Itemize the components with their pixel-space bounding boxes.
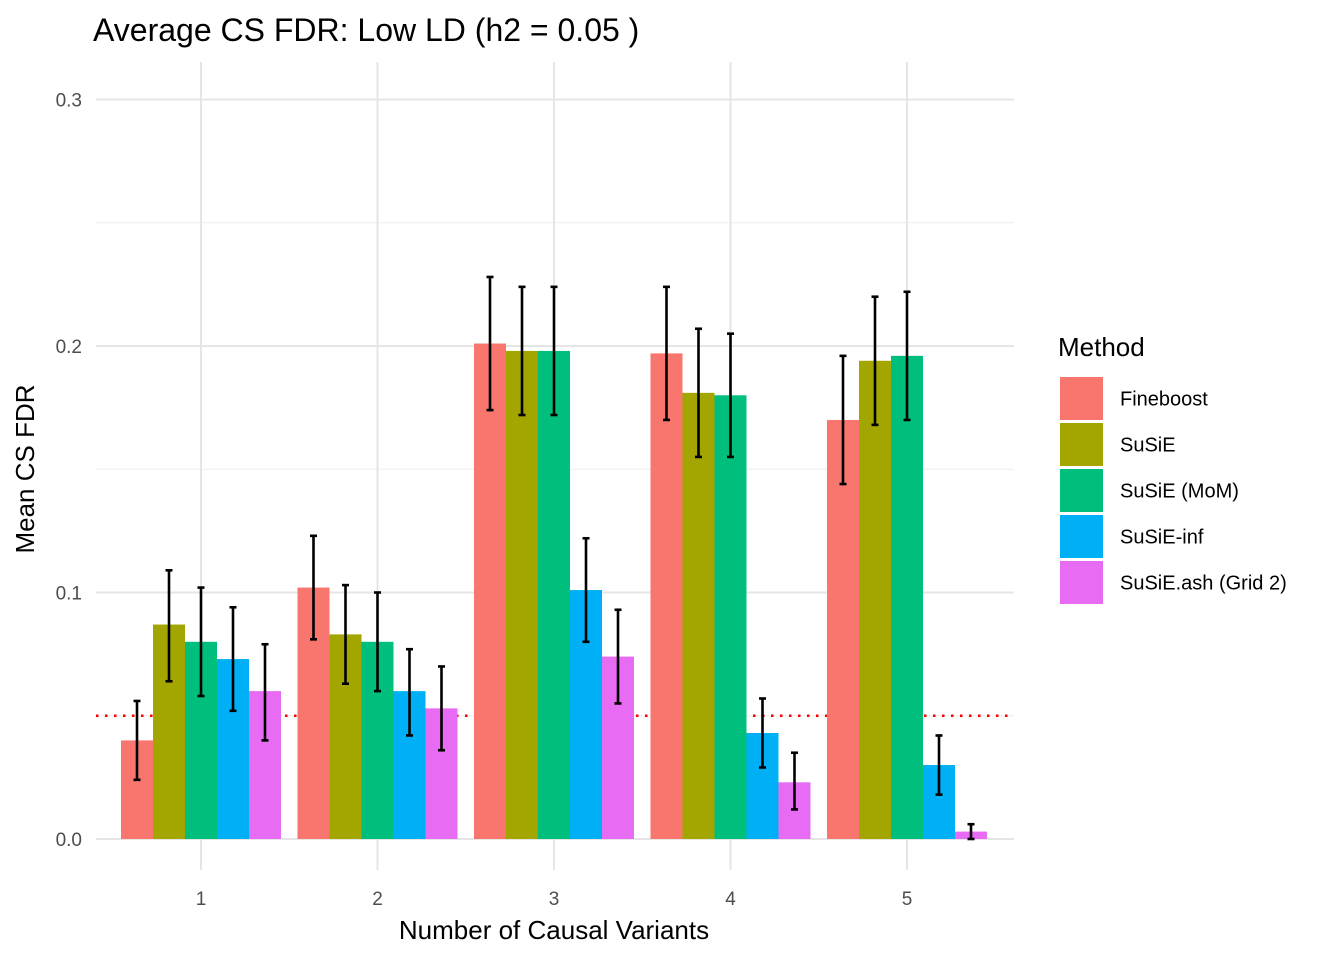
chart-title: Average CS FDR: Low LD (h2 = 0.05 ) bbox=[93, 12, 639, 48]
error-bar bbox=[438, 665, 445, 752]
error-bar bbox=[197, 586, 205, 698]
bar-susie-5 bbox=[859, 360, 891, 839]
error-bar bbox=[967, 822, 975, 841]
y-tick-label: 0.2 bbox=[56, 337, 82, 358]
bar-fineboost-5 bbox=[827, 419, 859, 839]
error-bar bbox=[582, 536, 590, 644]
x-tick-label: 1 bbox=[196, 889, 207, 910]
bar-susie-mom--3 bbox=[538, 350, 570, 839]
legend-key bbox=[1060, 561, 1103, 604]
error-bar bbox=[935, 734, 943, 796]
x-axis-title: Number of Causal Variants bbox=[399, 915, 709, 945]
error-bar bbox=[663, 285, 670, 422]
x-tick-label: 3 bbox=[549, 889, 560, 910]
error-bar bbox=[486, 275, 494, 412]
bars bbox=[121, 343, 987, 839]
x-tick-label: 4 bbox=[725, 889, 736, 910]
y-axis-ticks: 0.0 0.1 0.2 0.3 bbox=[56, 91, 82, 852]
error-bar bbox=[903, 290, 911, 422]
error-bar bbox=[261, 642, 269, 742]
bar-fineboost-4 bbox=[650, 353, 683, 839]
error-bars bbox=[133, 275, 975, 841]
legend-label: SuSiE bbox=[1120, 435, 1176, 457]
error-bar bbox=[518, 285, 526, 417]
y-tick-label: 0.0 bbox=[56, 830, 82, 851]
error-bar bbox=[165, 569, 173, 683]
error-bar bbox=[374, 591, 381, 693]
bar-fineboost-3 bbox=[474, 343, 506, 839]
error-bar bbox=[871, 295, 879, 427]
legend-label: SuSiE (MoM) bbox=[1120, 481, 1239, 503]
legend-key bbox=[1060, 377, 1103, 420]
legend: Method Fineboost SuSiE SuSiE (MoM) SuSiE-in… bbox=[1058, 332, 1287, 604]
bar-susie-mom--4 bbox=[714, 395, 747, 839]
legend-key bbox=[1060, 515, 1103, 558]
y-axis-title: Mean CS FDR bbox=[10, 384, 40, 553]
legend-key bbox=[1060, 423, 1103, 466]
x-tick-label: 5 bbox=[902, 889, 913, 910]
error-bar bbox=[727, 332, 734, 459]
x-axis-ticks: 1 2 3 4 5 bbox=[196, 889, 913, 910]
error-bar bbox=[791, 751, 798, 811]
x-tick-label: 2 bbox=[372, 889, 383, 910]
bar-susie-4 bbox=[682, 392, 715, 839]
error-bar bbox=[133, 699, 141, 782]
bar-susie-mom--5 bbox=[891, 355, 923, 839]
error-bar bbox=[229, 605, 237, 713]
error-bar bbox=[310, 534, 317, 641]
y-tick-label: 0.1 bbox=[56, 584, 82, 605]
error-bar bbox=[759, 697, 766, 769]
error-bar bbox=[406, 647, 413, 737]
legend-title: Method bbox=[1058, 332, 1145, 362]
legend-label: SuSiE.ash (Grid 2) bbox=[1120, 573, 1287, 595]
error-bar bbox=[550, 285, 558, 417]
legend-key bbox=[1060, 469, 1103, 512]
bar-susie-3 bbox=[506, 350, 538, 839]
error-bar bbox=[342, 583, 349, 686]
y-tick-label: 0.3 bbox=[56, 91, 82, 112]
legend-label: SuSiE-inf bbox=[1120, 527, 1204, 549]
error-bar bbox=[614, 608, 622, 705]
error-bar bbox=[695, 327, 702, 459]
error-bar bbox=[839, 354, 847, 486]
legend-label: Fineboost bbox=[1120, 389, 1208, 411]
